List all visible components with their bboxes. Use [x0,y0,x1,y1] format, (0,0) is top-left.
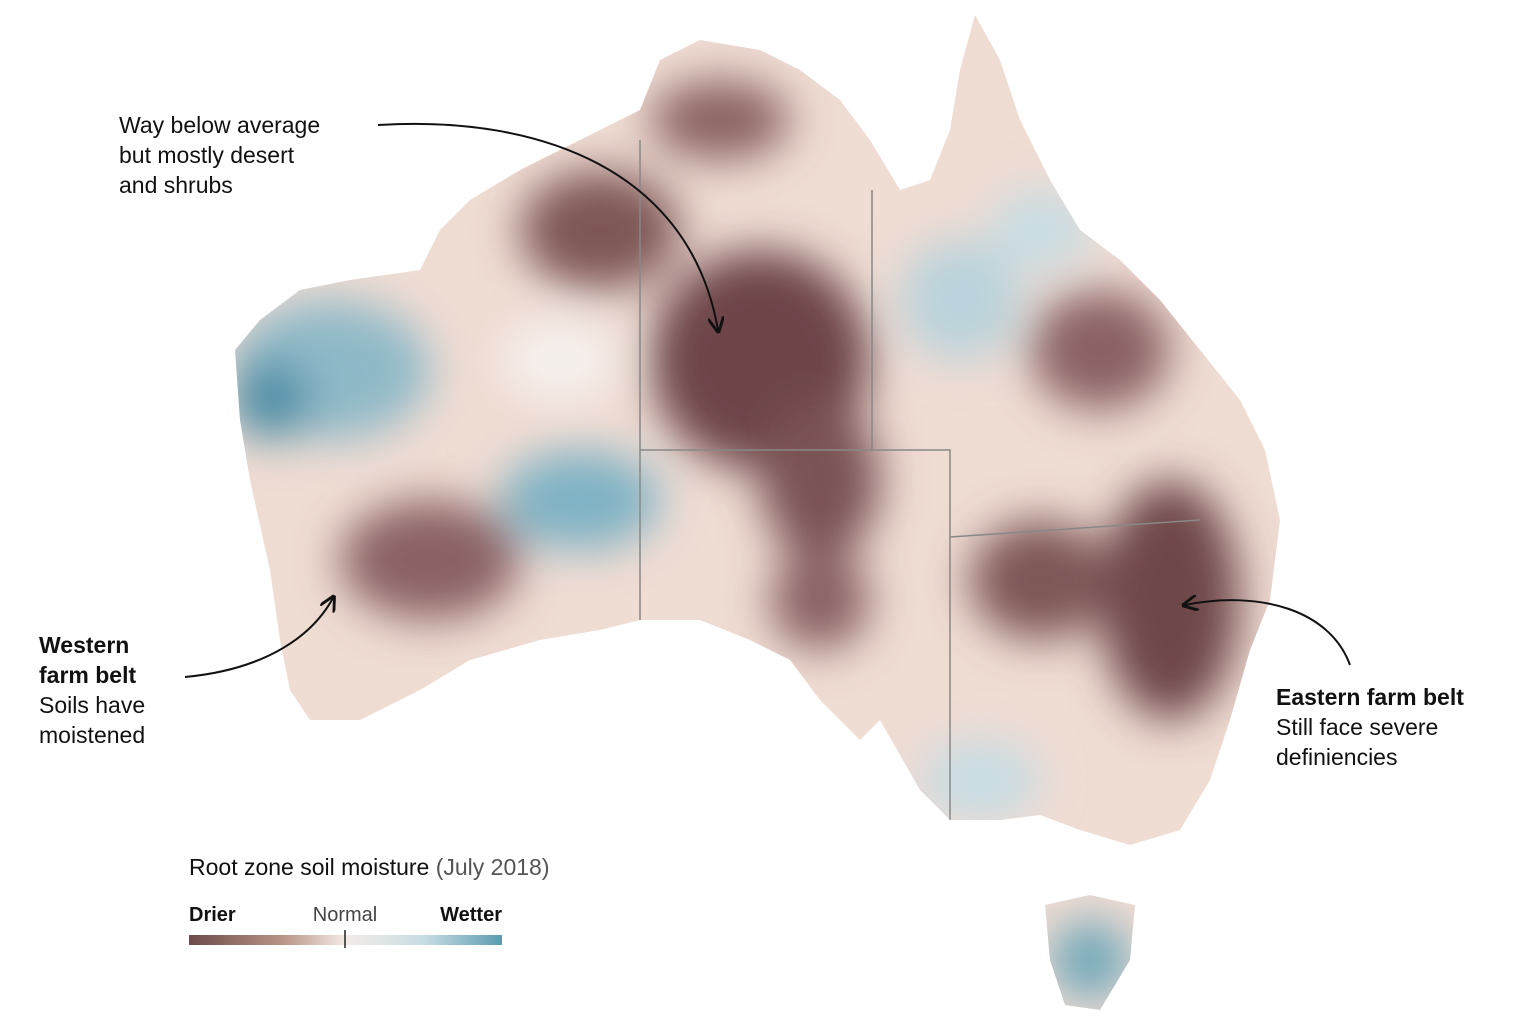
legend-high: Wetter [440,904,502,926]
annotation-title: farm belt [39,662,136,688]
legend-mid: Normal [313,904,377,926]
annotation-text: Still face severe [1276,714,1438,740]
annotation-text: definiencies [1276,744,1397,770]
legend-title-main: Root zone soil moisture [189,854,429,880]
arrows [184,122,1351,678]
annotation-text: and shrubs [119,172,233,198]
annotation: Way below average but mostly desert and … [119,112,320,198]
legend-low: Drier [189,904,236,926]
annotation-text: moistened [39,722,145,748]
annotation-text: but mostly desert [119,142,295,168]
annotation: Eastern farm belt Still face severe defi… [1276,684,1464,770]
annotation-title: Western [39,632,129,658]
state-borders [639,140,1201,820]
legend: Root zone soil moisture (July 2018) Drie… [189,854,550,948]
legend-title: Root zone soil moisture (July 2018) [189,854,550,880]
annotation: Western farm belt Soils have moistened [39,632,145,748]
legend-subtitle: (July 2018) [436,854,550,880]
annotation-title: Eastern farm belt [1276,684,1464,710]
annotation-text: Soils have [39,692,145,718]
annotation-text: Way below average [119,112,320,138]
